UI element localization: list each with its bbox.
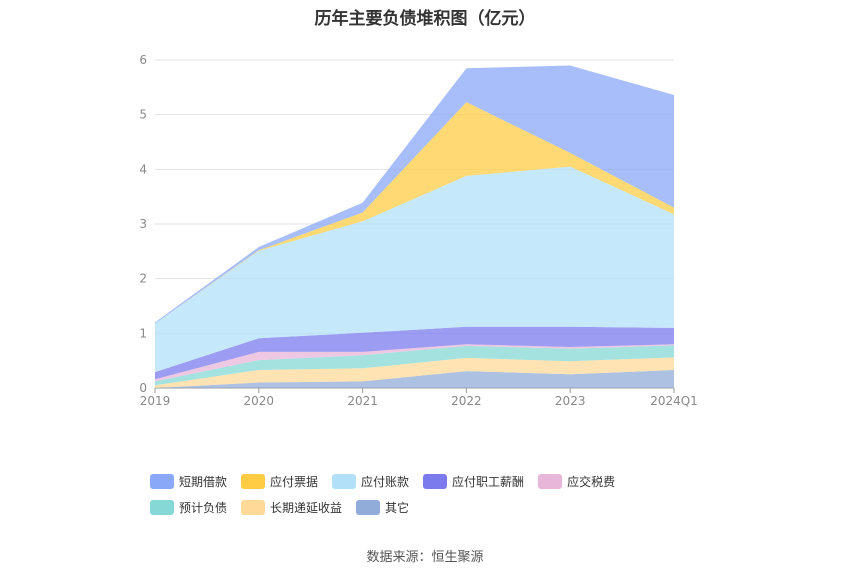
legend-swatch <box>332 473 357 489</box>
legend-swatch <box>150 473 174 489</box>
legend-label: 应付职工薪酬 <box>452 474 525 489</box>
x-tick-label: 2021 <box>347 394 378 408</box>
legend-item[interactable]: 应付账款 <box>332 472 409 490</box>
x-tick-label: 2022 <box>451 394 482 408</box>
area-7 <box>155 370 674 388</box>
legend-item[interactable]: 应付票据 <box>241 472 318 490</box>
y-tick-label: 3 <box>139 217 147 231</box>
area-5 <box>155 345 674 386</box>
legend-item[interactable]: 短期借款 <box>150 472 227 490</box>
area-0 <box>155 65 674 324</box>
area-2 <box>155 166 674 373</box>
x-tick-label: 2020 <box>244 394 275 408</box>
legend-swatch <box>356 499 381 515</box>
legend-swatch <box>241 473 266 489</box>
area-series <box>155 65 674 388</box>
legend-label: 短期借款 <box>179 474 228 489</box>
axes: 0 1 2 3 4 5 6 2019 2020 2021 2022 2023 2024Q1 <box>139 53 697 408</box>
legend-item[interactable]: 应付职工薪酬 <box>423 472 524 490</box>
area-4 <box>155 344 674 382</box>
y-tick-label: 1 <box>139 326 147 340</box>
legend-item[interactable]: 长期递延收益 <box>241 498 342 516</box>
legend-label: 应付票据 <box>270 474 319 489</box>
legend-item[interactable]: 预计负债 <box>150 498 227 516</box>
x-tick-label: 2023 <box>555 394 586 408</box>
area-6 <box>155 357 674 388</box>
legend-label: 应交税费 <box>567 474 616 489</box>
y-tick-label: 6 <box>139 53 147 67</box>
area-1 <box>155 102 674 324</box>
y-tick-label: 5 <box>139 108 147 122</box>
legend-swatch <box>538 473 563 489</box>
legend-label: 其它 <box>385 500 410 515</box>
data-source: 数据来源：恒生聚源 <box>366 550 484 565</box>
legend-label: 预计负债 <box>179 500 228 515</box>
legend-swatch <box>241 499 266 515</box>
legend: 短期借款 应付票据 应付账款 应付职工薪酬 应交税费预计负债 长期递延收益 其它 <box>150 472 710 524</box>
legend-label: 长期递延收益 <box>270 500 343 515</box>
legend-label: 应付账款 <box>361 474 410 489</box>
y-tick-label: 4 <box>139 162 147 176</box>
legend-swatch <box>150 499 174 515</box>
area-3 <box>155 326 674 380</box>
x-tick-label: 2019 <box>140 394 171 408</box>
legend-item[interactable]: 其它 <box>356 498 409 516</box>
legend-swatch <box>423 473 448 489</box>
y-tick-label: 2 <box>139 272 147 286</box>
y-tick-label: 0 <box>139 381 147 395</box>
chart-title: 历年主要负债堆积图（亿元） <box>314 9 536 29</box>
legend-item[interactable]: 应交税费 <box>538 472 615 490</box>
x-tick-label: 2024Q1 <box>650 394 698 408</box>
